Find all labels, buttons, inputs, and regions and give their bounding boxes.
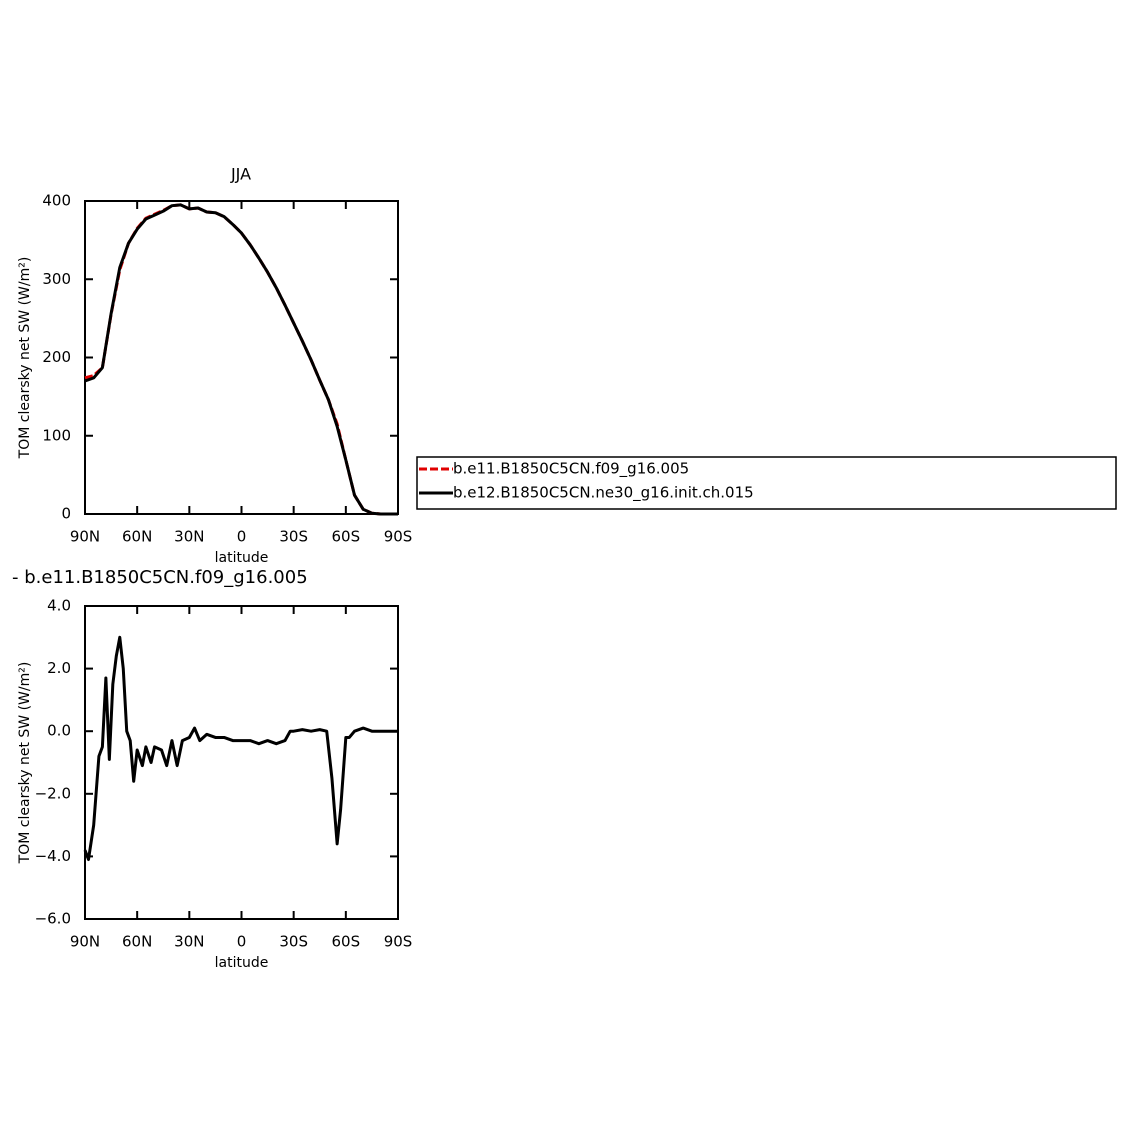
x-tick-label: 60S xyxy=(332,528,361,546)
data-line xyxy=(84,203,398,516)
y-tick-label: 300 xyxy=(42,270,71,288)
y-tick-label: 0 xyxy=(61,505,71,523)
y-tick-label: −2.0 xyxy=(35,784,71,802)
legend-label: b.e12.B1850C5CN.ne30_g16.init.ch.015 xyxy=(453,484,754,503)
chart-title: JJA xyxy=(230,165,251,184)
y-tick-label: −4.0 xyxy=(35,847,71,865)
x-tick-label: 30S xyxy=(279,528,308,546)
x-tick-label: 60N xyxy=(122,528,152,546)
data-line xyxy=(83,635,398,862)
legend-label: b.e11.B1850C5CN.f09_g16.005 xyxy=(453,460,689,479)
plot-frame xyxy=(84,200,399,515)
y-axis-label: TOM clearsky net SW (W/m²) xyxy=(17,662,33,865)
legend-box xyxy=(416,456,1117,510)
x-tick-label: 60N xyxy=(122,933,152,951)
y-tick-label: 2.0 xyxy=(47,659,71,677)
data-line xyxy=(84,203,398,516)
y-tick-label: 0.0 xyxy=(47,722,71,740)
x-tick-label: 30N xyxy=(174,933,204,951)
y-tick-label: −6.0 xyxy=(35,910,71,928)
x-tick-label: 90N xyxy=(70,528,100,546)
y-tick-label: 4.0 xyxy=(47,597,71,615)
y-axis-label: TOM clearsky net SW (W/m²) xyxy=(17,257,33,460)
x-tick-label: 30N xyxy=(174,528,204,546)
x-tick-label: 30S xyxy=(279,933,308,951)
y-tick-label: 100 xyxy=(42,426,71,444)
x-tick-label: 90S xyxy=(384,528,413,546)
chart-title: - b.e11.B1850C5CN.f09_g16.005 xyxy=(12,567,308,588)
x-tick-label: 60S xyxy=(332,933,361,951)
x-tick-label: 0 xyxy=(237,933,247,951)
x-tick-label: 90N xyxy=(70,933,100,951)
y-tick-label: 200 xyxy=(42,348,71,366)
y-tick-label: 400 xyxy=(42,192,71,210)
x-tick-label: 0 xyxy=(237,528,247,546)
x-axis-label: latitude xyxy=(215,550,269,566)
x-tick-label: 90S xyxy=(384,933,413,951)
x-axis-label: latitude xyxy=(215,955,269,971)
